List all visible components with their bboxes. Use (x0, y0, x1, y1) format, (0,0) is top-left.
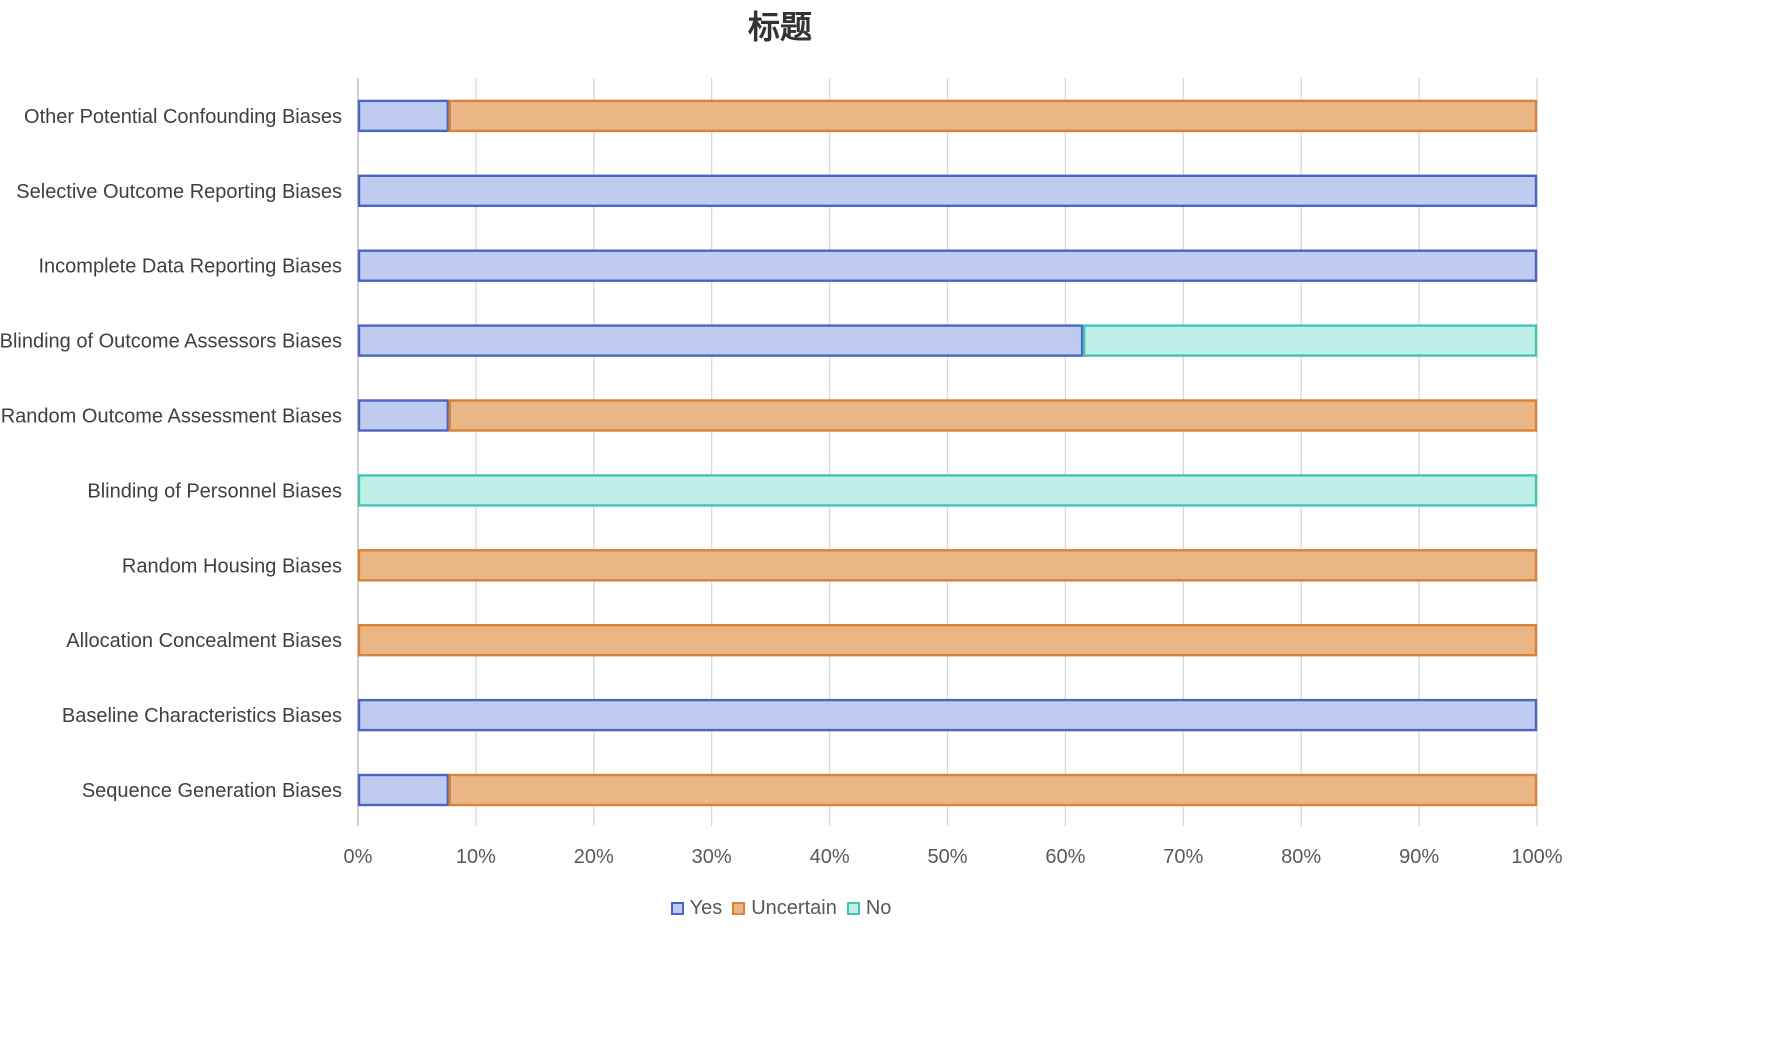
y-category-label: Blinding of Personnel Biases (87, 480, 342, 502)
chart-title: 标题 (747, 8, 812, 46)
y-category-label: Random Outcome Assessment Biases (1, 406, 342, 428)
bar-segment-uncertain (357, 549, 1538, 582)
x-tick-label: 0% (344, 846, 373, 868)
legend-swatch (732, 902, 746, 915)
legend-label: Yes (689, 897, 723, 919)
y-category-label: Selective Outcome Reporting Biases (16, 181, 342, 203)
y-category-label: Sequence Generation Biases (82, 780, 342, 802)
bar-segment-yes (357, 99, 449, 133)
y-category-label: Baseline Characteristics Biases (62, 705, 342, 727)
x-tick-label: 80% (1281, 846, 1321, 868)
x-tick-label: 20% (574, 846, 614, 868)
x-tick-label: 60% (1045, 846, 1085, 868)
bar-segment-uncertain (448, 399, 1538, 432)
bar-segment-yes (357, 773, 449, 807)
bar-segment-uncertain (448, 773, 1538, 807)
y-category-label: Blinding of Outcome Assessors Biases (0, 331, 342, 353)
y-category-label: Random Housing Biases (122, 555, 342, 577)
bar-segment-yes (357, 698, 1538, 732)
y-category-label: Allocation Concealment Biases (66, 630, 342, 652)
bar-segment-uncertain (448, 99, 1538, 133)
y-category-label: Incomplete Data Reporting Biases (39, 256, 343, 278)
bar-segment-yes (357, 399, 449, 432)
x-tick-label: 70% (1163, 846, 1203, 868)
bar-segment-yes (357, 249, 1538, 282)
x-tick-label: 40% (810, 846, 850, 868)
legend-item: No (846, 897, 892, 920)
bar-segment-uncertain (357, 624, 1538, 657)
y-category-label: Other Potential Confounding Biases (24, 106, 342, 128)
bars (357, 99, 1538, 807)
tick-labels: 0% 10% 20% 30% 40% 50% 60% 70% 80% 90% 100% Sequenc… (0, 106, 1563, 868)
legend-label: No (865, 897, 892, 919)
legend: Yes Uncertain No (0, 897, 1562, 920)
bar-segment-yes (357, 174, 1538, 208)
x-tick-label: 30% (692, 846, 732, 868)
x-tick-label: 10% (456, 846, 496, 868)
bar-segment-no (357, 474, 1538, 507)
legend-swatch (846, 902, 860, 915)
legend-item: Uncertain (732, 897, 837, 920)
x-tick-label: 50% (927, 846, 967, 868)
bar-segment-yes (357, 324, 1084, 357)
legend-swatch (670, 902, 684, 915)
legend-label: Uncertain (751, 897, 837, 919)
bar-segment-no (1082, 324, 1538, 357)
x-tick-label: 90% (1399, 846, 1439, 868)
x-tick-label: 100% (1511, 846, 1562, 868)
legend-item: Yes (670, 897, 723, 920)
